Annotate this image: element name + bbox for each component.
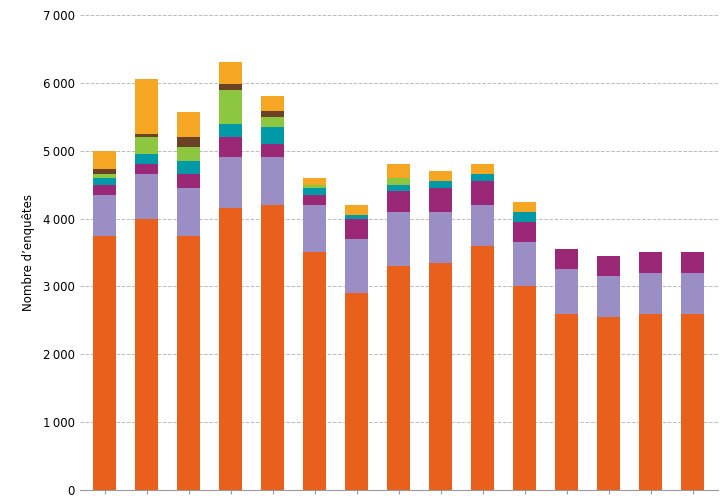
Bar <box>387 266 410 490</box>
Bar <box>94 236 117 490</box>
Bar <box>387 164 410 178</box>
Bar <box>471 174 494 181</box>
Bar <box>387 184 410 192</box>
Bar <box>219 158 242 208</box>
Bar <box>178 148 200 161</box>
Bar <box>261 144 284 158</box>
Bar <box>94 174 117 178</box>
Bar <box>136 134 159 137</box>
Bar <box>429 262 452 490</box>
Bar <box>136 164 159 174</box>
Bar <box>136 80 159 134</box>
Bar <box>261 96 284 112</box>
Bar <box>345 293 368 490</box>
Bar <box>178 174 200 188</box>
Bar <box>303 184 326 188</box>
Bar <box>94 195 117 235</box>
Bar <box>513 242 536 286</box>
Bar <box>303 252 326 490</box>
Bar <box>681 273 704 314</box>
Bar <box>219 208 242 490</box>
Bar <box>136 154 159 164</box>
Bar <box>681 252 704 273</box>
Bar <box>429 212 452 262</box>
Bar <box>219 90 242 124</box>
Bar <box>303 178 326 184</box>
Bar <box>639 314 662 490</box>
Bar <box>178 236 200 490</box>
Bar <box>345 215 368 218</box>
Bar <box>219 84 242 89</box>
Bar <box>387 178 410 184</box>
Bar <box>178 112 200 137</box>
Bar <box>261 112 284 117</box>
Bar <box>136 218 159 490</box>
Bar <box>261 205 284 490</box>
Bar <box>219 124 242 137</box>
Bar <box>429 188 452 212</box>
Bar <box>178 188 200 236</box>
Bar <box>303 195 326 205</box>
Bar <box>597 256 620 276</box>
Bar <box>513 212 536 222</box>
Bar <box>555 249 579 270</box>
Bar <box>387 192 410 212</box>
Bar <box>345 205 368 215</box>
Y-axis label: Nombre d’enquêtes: Nombre d’enquêtes <box>22 194 35 311</box>
Bar <box>136 137 159 154</box>
Bar <box>639 252 662 273</box>
Bar <box>471 164 494 174</box>
Bar <box>94 184 117 195</box>
Bar <box>429 171 452 181</box>
Bar <box>178 137 200 147</box>
Bar <box>471 246 494 490</box>
Bar <box>471 205 494 246</box>
Bar <box>471 181 494 205</box>
Bar <box>303 205 326 252</box>
Bar <box>261 117 284 127</box>
Bar <box>178 161 200 174</box>
Bar <box>513 202 536 212</box>
Bar <box>513 286 536 490</box>
Bar <box>94 169 117 174</box>
Bar <box>345 239 368 293</box>
Bar <box>597 317 620 490</box>
Bar <box>261 158 284 205</box>
Bar <box>387 212 410 266</box>
Bar <box>555 314 579 490</box>
Bar <box>219 62 242 84</box>
Bar <box>429 181 452 188</box>
Bar <box>597 276 620 317</box>
Bar <box>94 178 117 184</box>
Bar <box>303 188 326 195</box>
Bar <box>219 137 242 158</box>
Bar <box>639 273 662 314</box>
Bar <box>261 127 284 144</box>
Bar <box>681 314 704 490</box>
Bar <box>345 218 368 239</box>
Bar <box>513 222 536 242</box>
Bar <box>136 174 159 218</box>
Bar <box>555 270 579 314</box>
Bar <box>94 150 117 169</box>
